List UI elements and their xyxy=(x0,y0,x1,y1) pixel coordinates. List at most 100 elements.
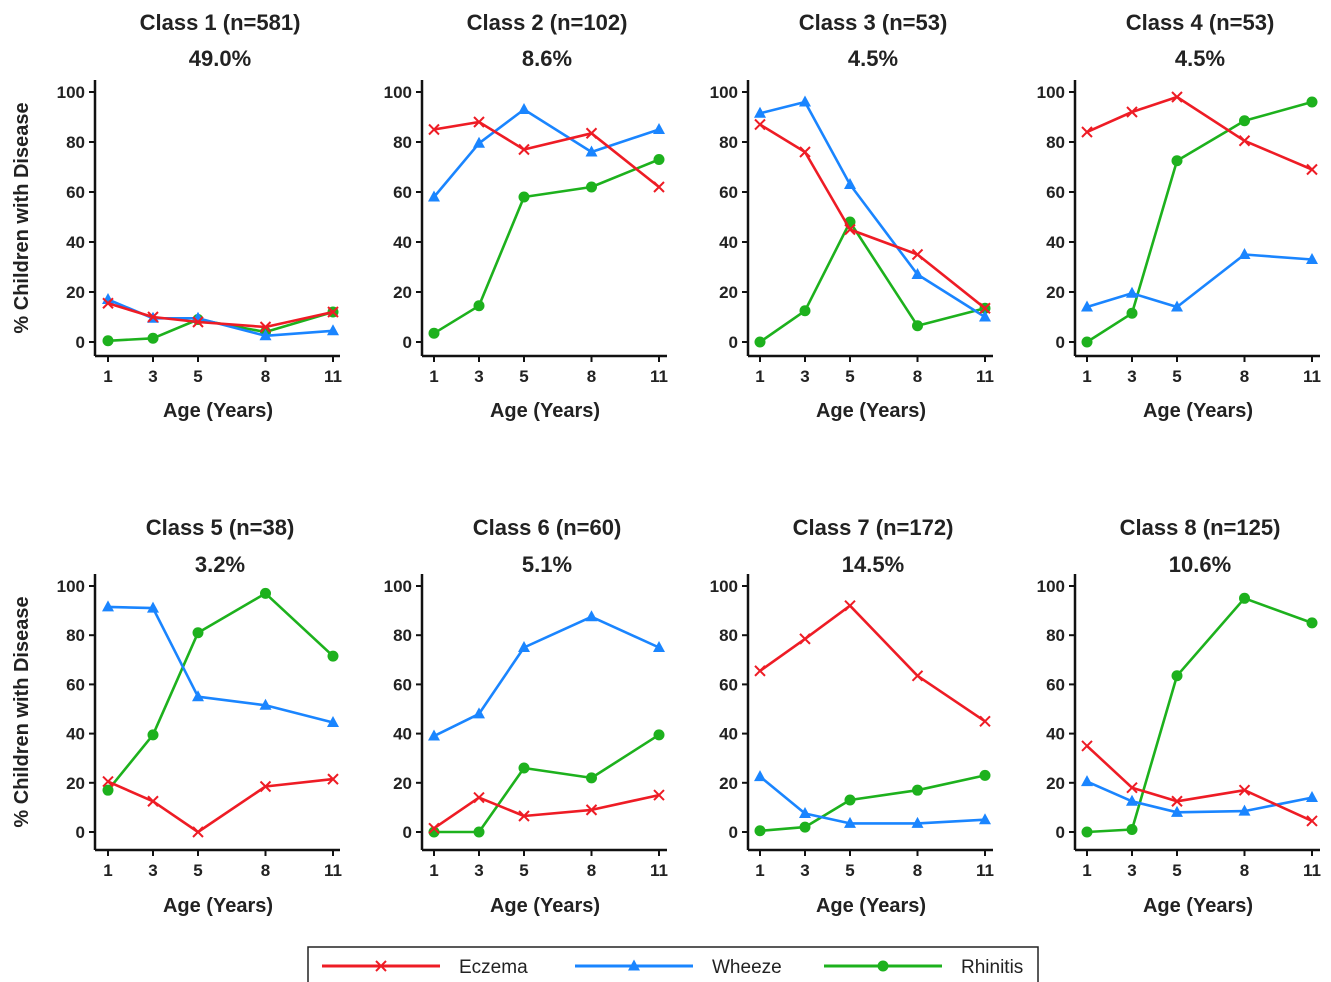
panel-subtitle: 4.5% xyxy=(848,46,898,71)
series-line-eczema xyxy=(1086,744,1313,823)
panel-title: Class 2 (n=102) xyxy=(467,10,628,35)
y-tick-label: 40 xyxy=(66,233,85,252)
point-rhinitis-x5 xyxy=(192,627,204,639)
point-wheeze-x11 xyxy=(327,716,339,728)
y-tick-label: 60 xyxy=(393,183,412,202)
panel-6: Class 6 (n=60) 5.1% 0 20 40 60 80 100 1 3 5 8 11 Age … xyxy=(384,515,668,917)
point-rhinitis-x1 xyxy=(102,335,114,347)
point-wheeze-x1 xyxy=(102,600,114,612)
y-tick-label: 40 xyxy=(1046,725,1065,744)
point-wheeze-x1 xyxy=(754,106,766,118)
point-wheeze-x8 xyxy=(1238,248,1251,259)
x-axis-label: Age (Years) xyxy=(816,895,926,917)
series-eczema xyxy=(754,118,991,314)
point-wheeze-x11 xyxy=(327,324,339,336)
point-eczema-x8 xyxy=(911,670,924,682)
point-rhinitis-x5 xyxy=(1171,155,1183,167)
panel-4: Class 4 (n=53) 4.5% 0 20 40 60 80 100 1 3 5 8 11 Age … xyxy=(1037,10,1321,422)
legend-entry-eczema: Eczema xyxy=(322,957,528,978)
point-rhinitis-x3 xyxy=(799,305,811,317)
x-tick-label: 5 xyxy=(519,367,528,386)
point-rhinitis-x1 xyxy=(428,327,440,339)
panel-3: Class 3 (n=53) 4.5% 0 20 40 60 80 100 1 3 5 8 11 Age … xyxy=(710,10,994,422)
panel-subtitle: 49.0% xyxy=(189,46,251,71)
point-eczema-x8 xyxy=(585,127,598,139)
point-rhinitis-x1 xyxy=(754,336,766,348)
y-tick-label: 40 xyxy=(393,233,412,252)
x-tick-label: 1 xyxy=(1082,367,1091,386)
y-tick-label: 100 xyxy=(1037,577,1065,596)
point-wheeze-x5 xyxy=(192,690,204,702)
point-wheeze-x8 xyxy=(259,329,272,341)
point-eczema-x5 xyxy=(518,143,530,156)
series-line-eczema xyxy=(433,793,660,830)
y-tick-label: 80 xyxy=(393,626,412,645)
point-wheeze-x8 xyxy=(911,816,924,828)
point-wheeze-x1 xyxy=(1081,300,1093,312)
y-tick-label: 20 xyxy=(66,283,85,302)
x-tick-label: 1 xyxy=(429,367,438,386)
y-tick-label: 40 xyxy=(719,233,738,252)
series-rhinitis xyxy=(428,729,665,838)
point-wheeze-x1 xyxy=(1081,775,1093,787)
legend-label: Wheeze xyxy=(712,957,782,978)
point-wheeze-x11 xyxy=(1306,791,1318,803)
point-wheeze-x5 xyxy=(844,816,856,828)
y-tick-label: 100 xyxy=(384,83,412,102)
point-wheeze-x8 xyxy=(259,698,272,710)
series-rhinitis xyxy=(754,769,991,837)
point-eczema-x11 xyxy=(653,789,665,801)
x-tick-label: 3 xyxy=(800,367,809,386)
series-line-wheeze xyxy=(759,100,986,319)
panel-2: Class 2 (n=102) 8.6% 0 20 40 60 80 100 1 3 5 8 11 Age… xyxy=(384,10,668,422)
point-eczema-x8 xyxy=(259,780,272,793)
x-tick-label: 11 xyxy=(324,861,342,880)
series-wheeze xyxy=(754,95,991,322)
y-tick-label: 60 xyxy=(66,183,85,202)
x-axis-label: Age (Years) xyxy=(163,895,273,917)
point-rhinitis-x5 xyxy=(518,191,530,203)
legend-entry-wheeze: Wheeze xyxy=(575,957,782,978)
point-eczema-x1 xyxy=(428,822,440,835)
y-tick-label: 0 xyxy=(403,823,412,842)
point-eczema-x8 xyxy=(1238,135,1251,147)
point-wheeze-x8 xyxy=(585,610,598,622)
series-line-rhinitis xyxy=(434,733,660,834)
point-rhinitis-x8 xyxy=(1239,115,1250,127)
series-eczema xyxy=(754,599,991,728)
point-wheeze-x1 xyxy=(754,770,766,782)
point-eczema-x5 xyxy=(518,810,530,822)
y-tick-label: 20 xyxy=(1046,283,1065,302)
point-wheeze-x3 xyxy=(473,136,485,148)
point-rhinitis-x1 xyxy=(102,784,114,796)
x-tick-label: 5 xyxy=(193,367,202,386)
y-tick-label: 0 xyxy=(1056,823,1065,842)
x-tick-label: 8 xyxy=(261,861,270,880)
point-wheeze-x11 xyxy=(653,123,665,134)
panel-title: Class 6 (n=60) xyxy=(473,515,622,540)
point-wheeze-x3 xyxy=(799,807,811,819)
x-tick-label: 1 xyxy=(1082,861,1091,880)
point-rhinitis-x3 xyxy=(147,332,159,344)
x-tick-label: 1 xyxy=(103,861,112,880)
series-line-wheeze xyxy=(1086,253,1313,309)
point-rhinitis-x3 xyxy=(1126,307,1138,319)
panel-subtitle: 5.1% xyxy=(522,552,572,577)
y-axis-label: % Children with Disease xyxy=(11,596,33,827)
point-eczema-x1 xyxy=(1081,126,1093,138)
legend-label: Eczema xyxy=(459,957,528,978)
point-eczema-x11 xyxy=(327,773,339,785)
x-tick-label: 11 xyxy=(650,861,668,880)
point-wheeze-x3 xyxy=(1126,794,1138,806)
point-wheeze-x11 xyxy=(979,813,991,825)
x-tick-label: 1 xyxy=(103,367,112,386)
y-tick-label: 0 xyxy=(76,823,85,842)
series-line-rhinitis xyxy=(106,592,334,792)
panel-subtitle: 4.5% xyxy=(1175,46,1225,71)
y-axis-label: % Children with Disease xyxy=(11,102,33,333)
y-tick-label: 40 xyxy=(393,725,412,744)
x-axis-label: Age (Years) xyxy=(490,895,600,917)
y-tick-label: 20 xyxy=(1046,774,1065,793)
series-wheeze xyxy=(428,610,665,741)
point-wheeze-x1 xyxy=(428,729,440,741)
